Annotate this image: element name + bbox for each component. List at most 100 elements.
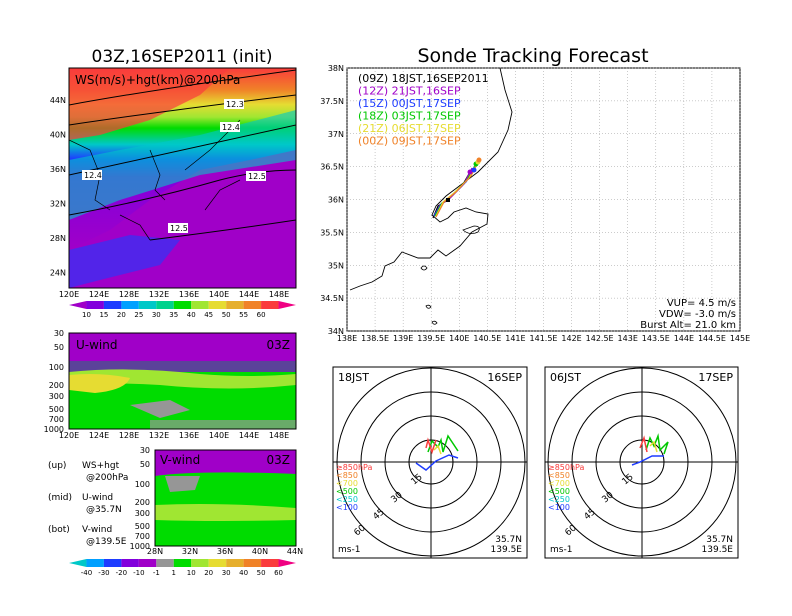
pressure-legend-item: <700 [336, 479, 358, 488]
pressure-legend-item: <500 [336, 487, 358, 496]
colorbar-label: -20 [116, 569, 127, 577]
pressure-legend-item: <250 [548, 495, 570, 504]
lake-outline [462, 225, 480, 234]
colorbar-swatch [278, 559, 296, 567]
map-lon-label: 140E [209, 290, 229, 299]
track-legend-entry: (09Z) 18JST,16SEP2011 [358, 72, 489, 85]
track-lon-label: 142.5E [586, 334, 614, 343]
colorbar-swatch [191, 301, 209, 309]
track-lon-label: 138.5E [361, 334, 389, 343]
track-lat-label: 36N [328, 196, 344, 205]
ws-colorbar: 10 15 20 25 30 35 40 45 50 55 60 [69, 301, 296, 319]
svg-text:@200hPa: @200hPa [86, 473, 128, 483]
colorbar-swatch [138, 301, 157, 309]
u-x-label: 144E [239, 431, 259, 440]
pressure-legend: ≥850hPa<850<700<500<250<100 [336, 463, 373, 512]
colorbar-swatch [243, 559, 262, 567]
track-legend-entry: (18Z) 03JST,17SEP [358, 110, 461, 123]
svg-text:18JST: 18JST [338, 371, 369, 384]
v-y-label: 300 [135, 509, 150, 518]
colorbar-label: -10 [133, 569, 144, 577]
track-lat-label: 36.5N [320, 163, 344, 172]
track-lon-label: 139E [393, 334, 413, 343]
map-lon-label: 144E [239, 290, 259, 299]
svg-text:@35.7N: @35.7N [86, 505, 122, 515]
svg-text:(up): (up) [48, 461, 66, 471]
pressure-legend: ≥850hPa<850<700<500<250<100 [548, 463, 585, 512]
contour-label: 12.4 [222, 123, 240, 132]
v-x-label: 36N [217, 547, 233, 556]
u-x-label: 120E [59, 431, 79, 440]
u-x-label: 136E [179, 431, 199, 440]
track-legend: (09Z) 18JST,16SEP2011(12Z) 21JST,16SEP(1… [358, 72, 489, 148]
pressure-legend-item: <100 [548, 503, 570, 512]
islands [420, 265, 438, 325]
u-y-label: 30 [54, 329, 64, 338]
v-y-label: 700 [135, 532, 150, 541]
v-y-label: 1000 [130, 542, 150, 551]
svg-text:35.7N: 35.7N [495, 535, 522, 545]
u-x-label: 132E [149, 431, 169, 440]
right-title: Sonde Tracking Forecast [417, 45, 648, 67]
colorbar-label: 25 [134, 311, 143, 319]
colorbar-label: 40 [239, 569, 248, 577]
svg-text:45: 45 [372, 507, 387, 522]
colorbar-swatch [173, 559, 192, 567]
colorbar-swatch [156, 301, 174, 309]
v-y-label: 30 [140, 446, 150, 455]
coastline [349, 67, 513, 291]
colorbar-label: 1 [172, 569, 176, 577]
svg-text:WS+hgt: WS+hgt [82, 461, 120, 471]
contour-12.4 [69, 124, 296, 176]
map-lat-label: 36N [50, 165, 66, 174]
map-lat-ticks: 44N 40N 36N 32N 28N 24N [50, 96, 66, 278]
track-lat-label: 38N [328, 64, 344, 73]
contour-12.5b [149, 219, 296, 241]
v-x-label: 40N [252, 547, 268, 556]
colorbar-swatch [69, 301, 87, 309]
map-frame [68, 67, 297, 289]
u-y-label: 300 [49, 392, 64, 401]
svg-text:U-wind: U-wind [82, 493, 113, 503]
map-lat-label: 24N [50, 269, 66, 278]
u-x-ticks: 120E 124E 128E 132E 136E 140E 144E 148E [59, 431, 289, 440]
svg-text:(mid): (mid) [48, 493, 72, 503]
colorbar-label: -40 [81, 569, 92, 577]
contour-label: 12.4 [84, 171, 102, 180]
contour-12.3b [69, 94, 296, 126]
svg-text:139.5E: 139.5E [491, 545, 523, 555]
map-lat-label: 44N [50, 96, 66, 105]
colorbar-swatch [191, 559, 209, 567]
hodograph-left: 18JST 16SEP 35.7N 139.5E ms-1 15 30 45 6… [332, 366, 528, 559]
colorbar-label: 20 [204, 569, 213, 577]
colorbar-label: 60 [274, 569, 283, 577]
track-lon-label: 138E [337, 334, 357, 343]
pressure-legend-item: ≥850hPa [336, 463, 373, 472]
svg-text:V-wind: V-wind [82, 525, 112, 535]
v-x-label: 32N [182, 547, 198, 556]
contour-label: 12.5 [248, 172, 266, 181]
svg-text:30: 30 [601, 490, 616, 505]
colorbar-swatch [86, 301, 104, 309]
track-lon-label: 143.5E [642, 334, 670, 343]
colorbar-label: 45 [204, 311, 213, 319]
track-lon-ticks: 138E 138.5E 139E 139.5E 140E 140.5E 141E 141.5E… [337, 334, 750, 343]
map-lon-label: 136E [179, 290, 199, 299]
track-legend-entry: (00Z) 09JST,17SEP [358, 135, 461, 148]
track-lon-label: 140.5E [473, 334, 501, 343]
v-time: 03Z [267, 453, 291, 467]
pressure-legend-item: <850 [548, 471, 570, 480]
u-y-label: 500 [49, 405, 64, 414]
map-lat-label: 28N [50, 234, 66, 243]
svg-text:@139.5E: @139.5E [86, 537, 127, 547]
track-lon-label: 145E [730, 334, 750, 343]
u-y-label: 200 [49, 381, 64, 390]
colorbar-swatch [208, 301, 227, 309]
u-label: U-wind [76, 338, 117, 352]
pressure-legend-item: ≥850hPa [548, 463, 585, 472]
track-lon-label: 141E [505, 334, 525, 343]
